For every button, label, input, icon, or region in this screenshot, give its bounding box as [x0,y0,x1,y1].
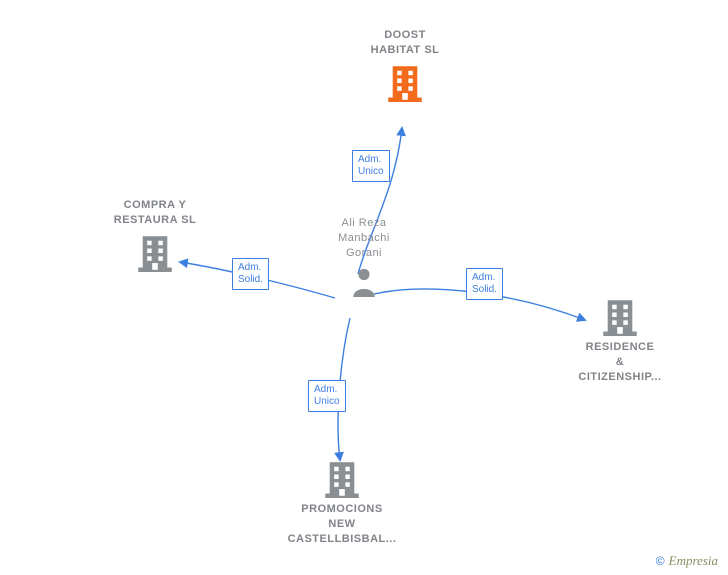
person-icon [351,267,377,297]
person-label: Ali Reza Manbachi Gorani [322,216,406,261]
company-top-label: DOOST HABITAT SL [350,28,460,58]
credit-line: © Empresia [656,553,718,569]
company-left-label: COMPRA Y RESTAURA SL [100,198,210,228]
edge-label-top: Adm. Unico [352,150,390,182]
node-company-top[interactable]: DOOST HABITAT SL [350,28,460,102]
edge-label-left: Adm. Solid. [232,258,269,290]
node-company-left[interactable]: COMPRA Y RESTAURA SL [100,198,210,272]
company-bottom-label: PROMOCIONS NEW CASTELLBISBAL... [282,502,402,547]
node-company-right[interactable]: RESIDENCE & CITIZENSHIP... [565,298,675,385]
credit-text: Empresia [669,553,718,568]
building-icon [325,460,359,498]
node-person-center[interactable]: Ali Reza Manbachi Gorani [322,216,406,297]
diagram-canvas: Adm. Unico Adm. Solid. Adm. Solid. Adm. … [0,0,728,575]
company-right-label: RESIDENCE & CITIZENSHIP... [565,340,675,385]
copyright-symbol: © [656,554,665,568]
edge-label-right: Adm. Solid. [466,268,503,300]
node-company-bottom[interactable]: PROMOCIONS NEW CASTELLBISBAL... [282,460,402,547]
edge-label-bottom: Adm. Unico [308,380,346,412]
building-icon [603,298,637,336]
building-icon [138,234,172,272]
building-icon [388,64,422,102]
